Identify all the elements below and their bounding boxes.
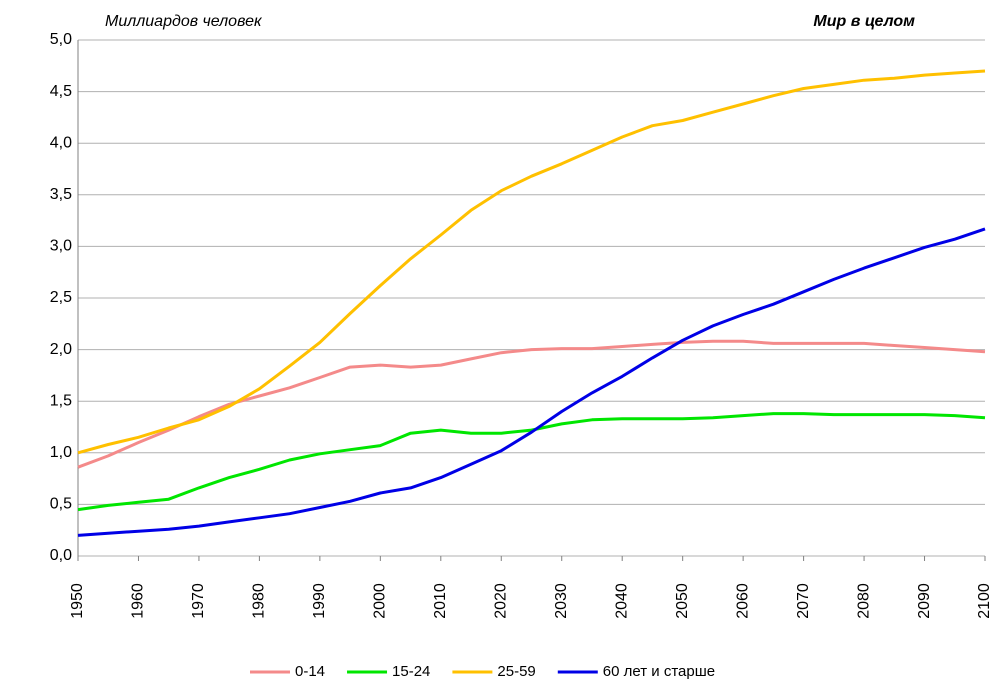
chart-title: Мир в целом	[813, 13, 915, 30]
x-tick-label: 2050	[674, 583, 691, 619]
x-tick-label: 1980	[251, 583, 268, 619]
y-tick-label: 3,0	[50, 238, 72, 255]
x-tick-label: 2010	[432, 583, 449, 619]
legend-label: 60 лет и старше	[603, 663, 715, 680]
x-tick-label: 2060	[734, 583, 751, 619]
y-tick-label: 4,0	[50, 134, 72, 151]
chart-subtitle: Миллиардов человек	[105, 13, 263, 30]
y-tick-label: 1,5	[50, 392, 72, 409]
y-tick-label: 4,5	[50, 83, 72, 100]
legend-label: 0-14	[295, 663, 325, 680]
x-tick-label: 1960	[130, 583, 147, 619]
x-tick-label: 1950	[69, 583, 86, 619]
y-tick-label: 3,5	[50, 186, 72, 203]
y-tick-label: 0,0	[50, 547, 72, 564]
y-tick-label: 5,0	[50, 31, 72, 48]
x-tick-label: 2040	[613, 583, 630, 619]
x-tick-label: 2100	[976, 583, 989, 619]
x-tick-label: 2090	[916, 583, 933, 619]
x-tick-label: 2080	[855, 583, 872, 619]
legend-label: 25-59	[497, 663, 535, 680]
x-tick-label: 2020	[492, 583, 509, 619]
x-tick-label: 1970	[190, 583, 207, 619]
x-tick-label: 2000	[372, 583, 389, 619]
y-tick-label: 0,5	[50, 496, 72, 513]
series-line	[77, 227, 986, 537]
y-tick-label: 1,0	[50, 444, 72, 461]
x-tick-label: 2070	[795, 583, 812, 619]
series-line	[77, 412, 986, 512]
x-tick-label: 2030	[553, 583, 570, 619]
legend-label: 15-24	[392, 663, 430, 680]
y-tick-label: 2,5	[50, 289, 72, 306]
series-line	[77, 339, 986, 469]
series-line	[77, 69, 986, 455]
x-tick-label: 1990	[311, 583, 328, 619]
y-tick-label: 2,0	[50, 341, 72, 358]
